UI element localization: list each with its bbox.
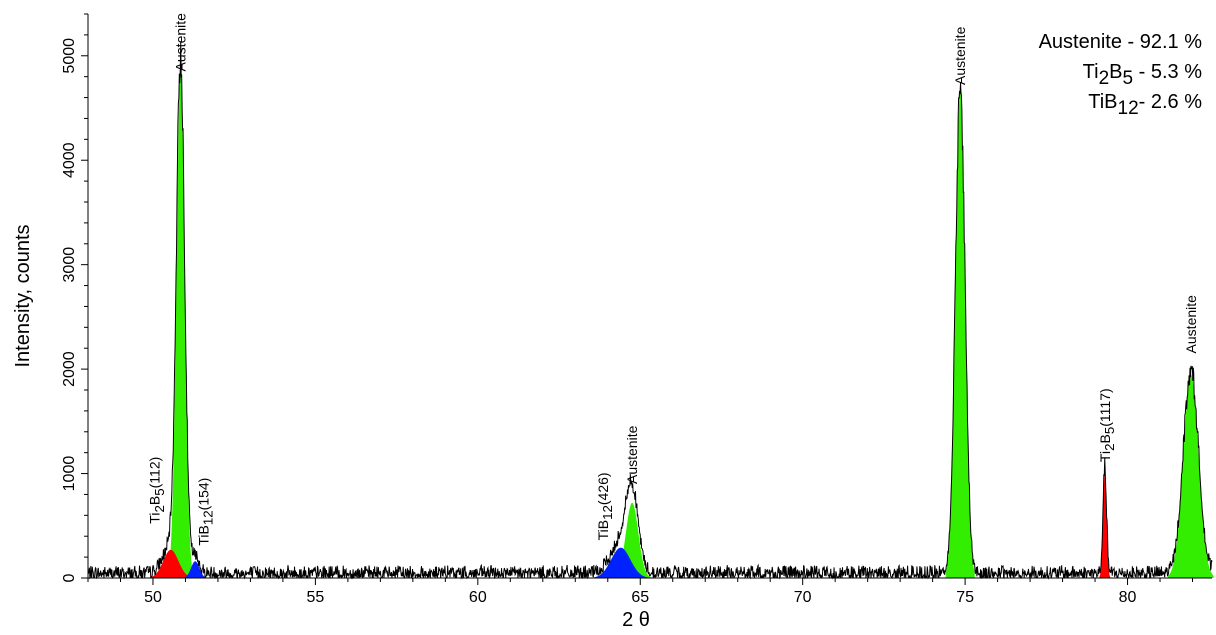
- y-axis-label: Intensity, counts: [12, 224, 34, 367]
- ti2b5-peak-1: [148, 549, 194, 578]
- y-tick-label: 1000: [61, 456, 78, 492]
- austenite-peak-3: [945, 89, 975, 578]
- x-tick-label: 50: [144, 589, 162, 606]
- axes: [87, 14, 1212, 579]
- phase-fills: [148, 71, 1214, 578]
- austenite-peak-1: [168, 71, 193, 578]
- peak-label: Austenite: [1183, 295, 1199, 354]
- peak-label: TiB12​(154): [195, 478, 215, 546]
- legend-entry: Austenite - 92.1 %: [1039, 31, 1203, 53]
- y-tick-label: 0: [61, 573, 78, 582]
- legend-entry: TiB12​- 2.6 %: [1088, 91, 1202, 119]
- y-tick-label: 4000: [61, 142, 78, 178]
- x-tick-label: 70: [794, 589, 812, 606]
- ticks: 50 55 60 65 70 75 80 0 1000 2000 3000 4000 5000: [61, 13, 1194, 606]
- legend: Austenite - 92.1 % Ti2​B5​ - 5.3 %TiB12​-…: [1039, 31, 1203, 119]
- x-tick-label: 60: [469, 589, 487, 606]
- austenite-peak-4: [1168, 374, 1214, 578]
- peak-label: TiB12​(426): [595, 472, 615, 540]
- y-tick-label: 5000: [61, 38, 78, 74]
- y-tick-label: 2000: [61, 351, 78, 387]
- tib12-peak-2: [591, 547, 650, 578]
- x-tick-label: 65: [631, 589, 649, 606]
- x-axis-label: 2 θ: [622, 609, 650, 631]
- legend-entry: Ti2​B5​ - 5.3 %: [1083, 61, 1203, 89]
- peak-label: Austenite: [952, 26, 968, 85]
- peak-label: Austenite: [173, 13, 189, 72]
- peak-label: Ti2​B5​(1117): [1097, 388, 1117, 462]
- peak-label: Austenite: [624, 425, 640, 484]
- peak-label: Ti2​B5​(112): [147, 457, 167, 524]
- tib12-peak-1: [182, 561, 208, 578]
- diffraction-pattern-line: [87, 41, 1213, 580]
- x-tick-label: 80: [1119, 589, 1137, 606]
- x-tick-label: 55: [307, 589, 325, 606]
- x-tick-label: 75: [956, 589, 974, 606]
- y-tick-label: 3000: [61, 247, 78, 283]
- peak-labels: Austenite Austenite Austenite Austenite Ti2​…: [147, 13, 1199, 546]
